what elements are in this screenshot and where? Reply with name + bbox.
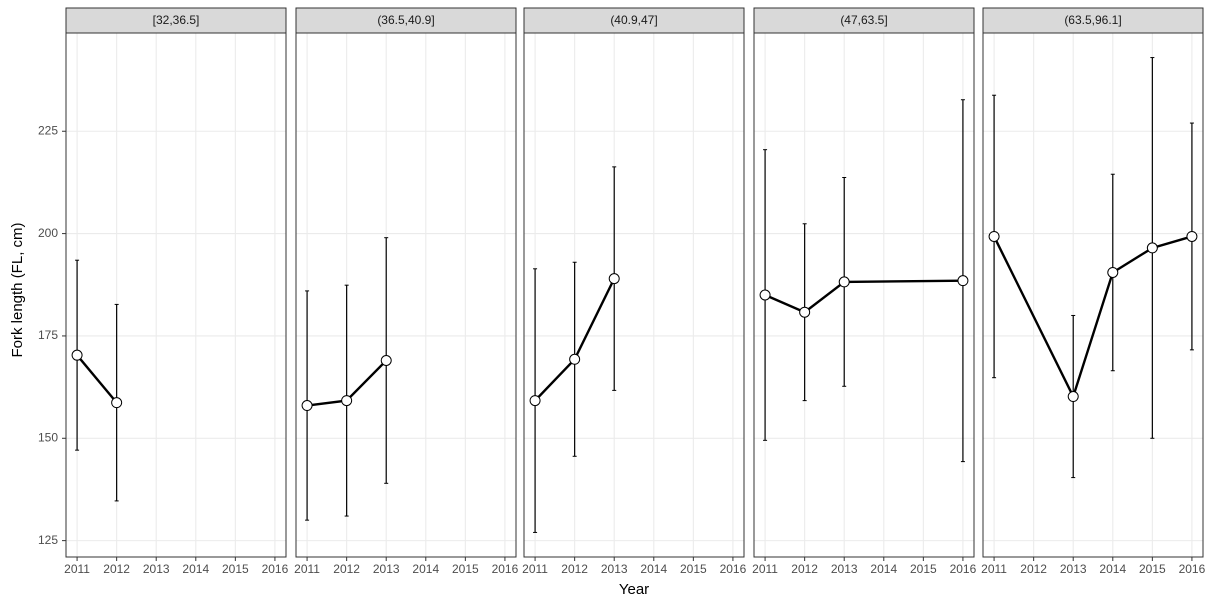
x-tick-label: 2014 bbox=[640, 562, 667, 576]
x-tick-label: 2012 bbox=[1020, 562, 1047, 576]
line bbox=[764, 279, 963, 314]
panel bbox=[983, 33, 1203, 557]
x-tick-label: 2013 bbox=[143, 562, 170, 576]
point bbox=[529, 395, 541, 407]
point bbox=[1146, 242, 1158, 254]
x-tick-label: 2015 bbox=[1139, 562, 1166, 576]
panel-border bbox=[982, 32, 1204, 558]
panel bbox=[524, 33, 744, 557]
strip bbox=[753, 7, 975, 34]
x-tick-label: 2016 bbox=[720, 562, 747, 576]
x-tick-label: 2015 bbox=[452, 562, 479, 576]
panel bbox=[296, 33, 516, 557]
x-tick-label: 2013 bbox=[373, 562, 400, 576]
x-tick-label: 2014 bbox=[412, 562, 439, 576]
x-tick-label: 2012 bbox=[791, 562, 818, 576]
point bbox=[957, 275, 969, 287]
x-tick-label: 2011 bbox=[752, 562, 778, 576]
panel-border bbox=[65, 32, 287, 558]
point bbox=[1067, 391, 1079, 403]
x-tick-label: 2011 bbox=[522, 562, 548, 576]
y-tick-label: 200 bbox=[38, 226, 58, 240]
x-tick-label: 2014 bbox=[182, 562, 209, 576]
x-tick-label: 2013 bbox=[1060, 562, 1087, 576]
x-tick-label: 2012 bbox=[103, 562, 130, 576]
x-tick-label: 2014 bbox=[1099, 562, 1126, 576]
point bbox=[759, 289, 771, 301]
x-tick-label: 2011 bbox=[294, 562, 320, 576]
x-tick-label: 2016 bbox=[492, 562, 519, 576]
x-tick-label: 2012 bbox=[561, 562, 588, 576]
x-tick-label: 2013 bbox=[831, 562, 858, 576]
x-tick-label: 2016 bbox=[1179, 562, 1206, 576]
panel-border bbox=[295, 32, 517, 558]
x-tick-label: 2016 bbox=[950, 562, 977, 576]
x-tick-label: 2014 bbox=[870, 562, 897, 576]
x-tick-label: 2015 bbox=[680, 562, 707, 576]
x-tick-label: 2015 bbox=[910, 562, 937, 576]
x-tick-label: 2016 bbox=[262, 562, 289, 576]
y-tick-label: 150 bbox=[38, 430, 58, 444]
point bbox=[569, 353, 581, 365]
y-tick-label: 175 bbox=[38, 328, 58, 342]
point bbox=[1107, 266, 1119, 278]
strip-title: [32,36.5] bbox=[153, 13, 200, 27]
panel-border bbox=[523, 32, 745, 558]
x-tick-label: 2012 bbox=[333, 562, 360, 576]
point bbox=[988, 230, 1000, 242]
panel-border bbox=[753, 32, 975, 558]
strip-title: (36.5,40.9] bbox=[377, 13, 434, 27]
y-tick-label: 225 bbox=[38, 123, 58, 137]
panel bbox=[66, 33, 286, 557]
strip bbox=[523, 7, 745, 34]
point bbox=[111, 397, 123, 409]
strip bbox=[982, 7, 1204, 34]
point bbox=[608, 273, 620, 285]
point bbox=[1186, 230, 1198, 242]
strip bbox=[65, 7, 287, 34]
x-tick-label: 2015 bbox=[222, 562, 249, 576]
point bbox=[799, 306, 811, 318]
panel bbox=[754, 33, 974, 557]
x-tick-label: 2013 bbox=[601, 562, 628, 576]
strip-title: (63.5,96.1] bbox=[1064, 13, 1121, 27]
x-axis-title: Year bbox=[619, 581, 649, 598]
point bbox=[838, 276, 850, 288]
strip-title: (40.9,47] bbox=[610, 13, 657, 27]
x-tick-label: 2011 bbox=[64, 562, 90, 576]
strip-title: (47,63.5] bbox=[840, 13, 887, 27]
x-tick-label: 2011 bbox=[981, 562, 1007, 576]
y-tick-label: 125 bbox=[38, 533, 58, 547]
line bbox=[76, 354, 118, 404]
y-axis-title: Fork length (FL, cm) bbox=[9, 222, 26, 357]
point bbox=[341, 395, 353, 407]
point bbox=[380, 355, 392, 366]
point bbox=[71, 349, 83, 361]
point bbox=[301, 400, 313, 412]
